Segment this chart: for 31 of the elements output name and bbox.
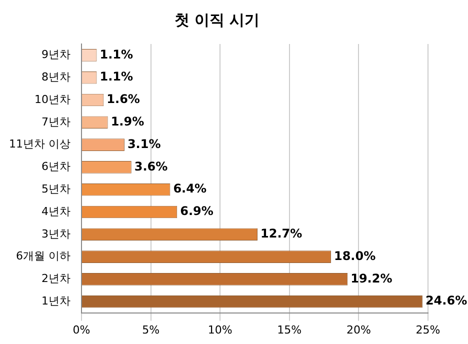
y-tick-label: 7년차 (41, 115, 70, 128)
data-label: 24.6% (425, 294, 468, 308)
chart-title: 첫 이직 시기 (174, 10, 260, 29)
data-label: 1.1% (100, 47, 134, 62)
x-tick-label: 15% (277, 323, 302, 336)
y-tick-label: 8년차 (41, 70, 70, 84)
x-tick-label: 25% (416, 323, 440, 336)
data-label: 18.0% (334, 248, 376, 263)
data-label: 1.9% (110, 114, 144, 129)
y-tick-label: 2년차 (41, 272, 70, 286)
data-label: 3.1% (127, 136, 161, 151)
x-tick-label: 10% (208, 323, 232, 336)
y-tick-label: 10년차 (34, 92, 70, 106)
data-label: 6.4% (173, 182, 206, 196)
y-tick-label: 9년차 (41, 48, 70, 62)
y-tick-label: 4년차 (41, 204, 70, 218)
data-label: 12.7% (260, 226, 302, 241)
data-label: 3.6% (134, 159, 168, 174)
data-label: 1.6% (106, 92, 140, 106)
y-tick-label: 6년차 (41, 160, 70, 174)
y-tick-label: 5년차 (41, 182, 70, 196)
x-tick-label: 20% (346, 323, 371, 336)
y-tick-label: 11년차 이상 (8, 138, 70, 151)
y-tick-label: 3년차 (41, 227, 70, 240)
data-label: 1.1% (100, 70, 134, 84)
x-tick-label: 0% (72, 323, 90, 336)
y-tick-label: 6개월 이하 (16, 250, 70, 263)
data-label: 19.2% (350, 271, 392, 286)
data-label: 6.9% (180, 204, 214, 218)
x-tick-label: 5% (142, 323, 160, 336)
y-tick-label: 1년차 (41, 294, 70, 308)
